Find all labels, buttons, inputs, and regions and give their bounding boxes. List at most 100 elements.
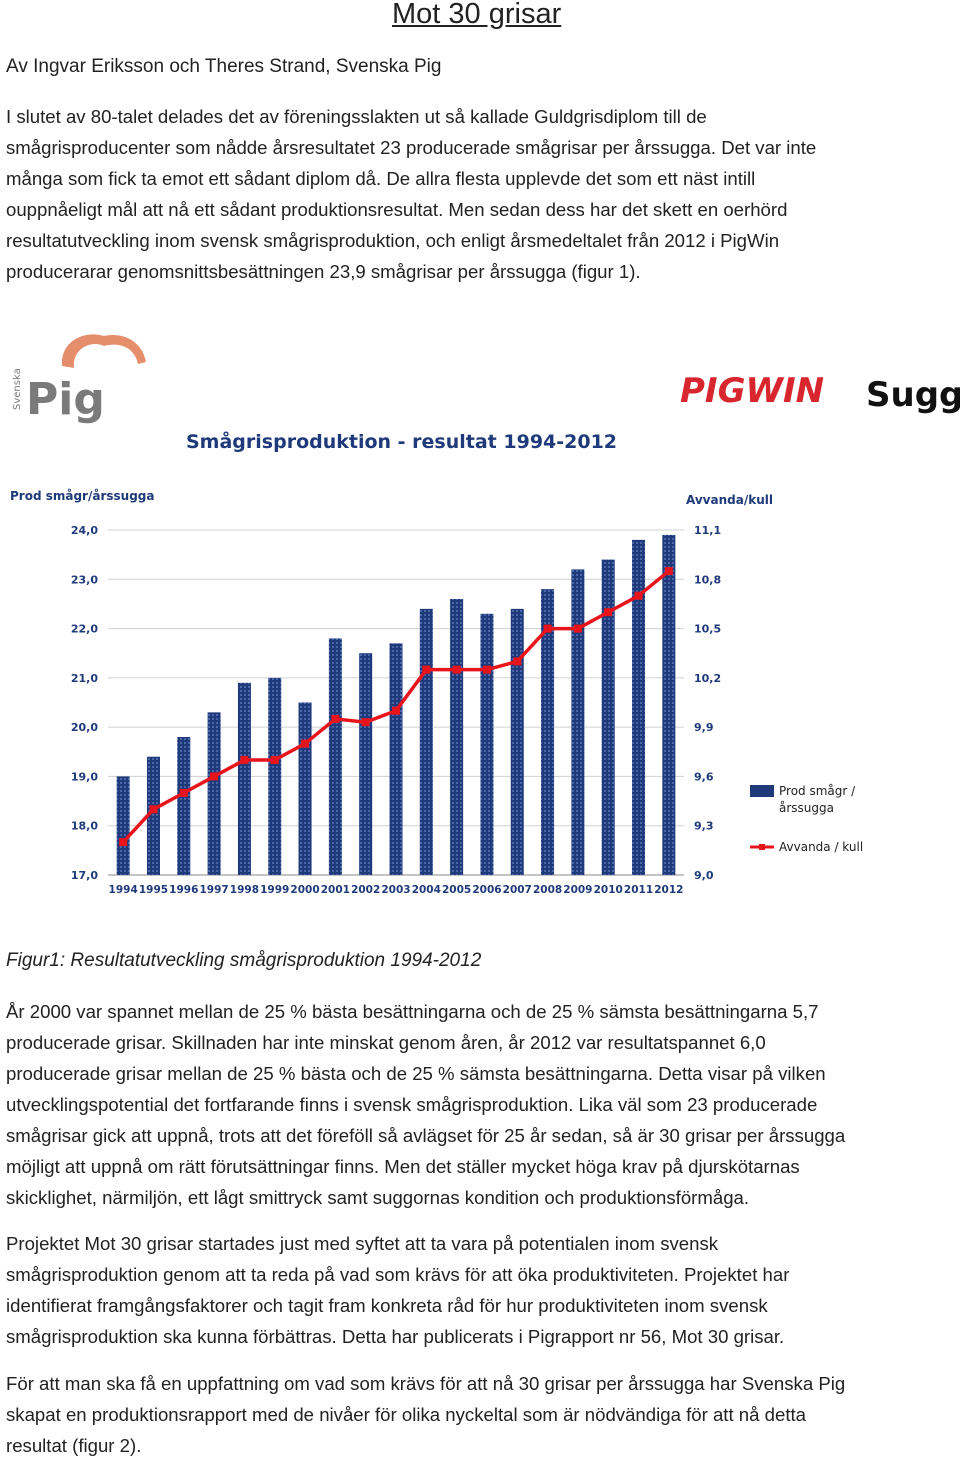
x-tick-label: 1996 xyxy=(169,884,198,896)
x-tick-label: 1997 xyxy=(199,884,228,896)
text-line: smågrisar gick att uppnå, trots att det … xyxy=(6,1125,846,1146)
x-tick-label: 1994 xyxy=(109,884,138,896)
y-tick-label: 22,0 xyxy=(71,623,98,636)
pigwin-logo: PIGWIN xyxy=(680,371,824,411)
paragraph-2: År 2000 var spannet mellan de 25 % bästa… xyxy=(6,996,960,1213)
y-tick-label: 24,0 xyxy=(71,524,98,537)
x-tick-label: 2001 xyxy=(321,884,350,896)
y2-tick-label: 10,5 xyxy=(694,623,721,636)
x-tick-label: 2004 xyxy=(412,884,441,896)
text-line: För att man ska få en uppfattning om vad… xyxy=(6,1373,846,1394)
line-point xyxy=(179,788,188,797)
legend-label: årssugga xyxy=(779,801,834,815)
x-tick-label: 1995 xyxy=(139,884,168,896)
text-line: producerade grisar. Skillnaden har inte … xyxy=(6,1032,766,1053)
legend-line-marker xyxy=(759,844,765,850)
text-line: Projektet Mot 30 grisar startades just m… xyxy=(6,1233,719,1254)
text-line: producerade grisar mellan de 25 % bästa … xyxy=(6,1063,826,1084)
paragraph-4: För att man ska få en uppfattning om vad… xyxy=(6,1368,956,1461)
line-point xyxy=(301,739,310,748)
x-tick-label: 2005 xyxy=(442,884,471,896)
line-point xyxy=(392,706,400,715)
line-point xyxy=(149,805,158,814)
text-line: smågrisproducenter som nådde årsresultat… xyxy=(6,137,817,158)
line-point xyxy=(210,772,219,781)
bar xyxy=(328,638,342,875)
pig-outline-icon xyxy=(61,334,146,368)
line-point xyxy=(452,665,461,674)
line-point xyxy=(573,624,582,633)
y-tick-label: 20,0 xyxy=(71,721,98,734)
tick-labels: 17,0 18,0 19,0 20,0 21,0 22,0 23,0 24,0 9,0 9,3 9,… xyxy=(71,524,721,896)
text-line: skapat en produktionsrapport med de nivå… xyxy=(6,1404,806,1425)
logo-small-text: Svenska xyxy=(12,368,23,410)
y-tick-label: 17,0 xyxy=(71,869,98,882)
bar xyxy=(116,776,130,875)
x-tick-label: 2002 xyxy=(351,884,380,896)
document-title: Mot 30 grisar xyxy=(392,0,562,30)
bar xyxy=(207,712,221,875)
bar xyxy=(510,608,524,875)
bar xyxy=(480,613,494,875)
bar xyxy=(359,653,373,875)
bar xyxy=(237,682,251,875)
line-point xyxy=(513,657,522,666)
line-point xyxy=(119,838,128,847)
bar xyxy=(571,569,585,875)
x-tick-label: 2010 xyxy=(594,884,623,896)
legend-label: Prod smågr / xyxy=(779,784,856,798)
y2-tick-label: 11,1 xyxy=(694,524,721,537)
text-line: producerarar genomsnittsbesättningen 23,… xyxy=(6,261,641,282)
sugg-logo: Sugg xyxy=(866,375,960,415)
y-tick-label: 23,0 xyxy=(71,573,98,586)
bar xyxy=(389,643,403,875)
line-point xyxy=(240,756,249,764)
y2-axis-label: Avvanda/kull xyxy=(686,493,773,507)
line-point xyxy=(482,665,491,674)
bar xyxy=(632,539,646,875)
line-point xyxy=(270,756,279,764)
line-point xyxy=(543,624,552,633)
bar xyxy=(541,589,555,875)
line-point xyxy=(634,591,643,600)
bar xyxy=(601,559,615,875)
chart-title: Smågrisproduktion - resultat 1994-2012 xyxy=(186,429,617,453)
bar xyxy=(268,677,282,875)
text-line: utvecklingspotential det fortfarande fin… xyxy=(6,1094,818,1115)
logo-main-text: Pig xyxy=(26,374,105,425)
text-line: resultatutveckling inom svensk smågrispr… xyxy=(6,230,780,251)
chart: Svenska Pig PIGWIN Sugg Smågrisproduktio… xyxy=(10,334,960,896)
line-point xyxy=(604,608,613,617)
y2-tick-label: 9,3 xyxy=(694,820,714,833)
paragraph-3: Projektet Mot 30 grisar startades just m… xyxy=(6,1228,926,1352)
bar xyxy=(419,608,433,875)
y-tick-label: 19,0 xyxy=(71,770,98,783)
y2-tick-label: 9,6 xyxy=(694,770,714,783)
legend-bar-swatch xyxy=(750,785,774,797)
text-line: skicklighet, närmiljön, ett lågt smittry… xyxy=(6,1187,750,1208)
bar xyxy=(298,702,312,875)
bar xyxy=(177,737,191,875)
x-tick-label: 2003 xyxy=(381,884,410,896)
x-tick-label: 2009 xyxy=(563,884,592,896)
bar xyxy=(146,756,160,875)
x-tick-label: 2006 xyxy=(472,884,501,896)
y2-tick-label: 10,2 xyxy=(694,672,721,685)
text-line: resultat (figur 2). xyxy=(6,1435,142,1456)
y-tick-label: 21,0 xyxy=(71,672,98,685)
text-line: År 2000 var spannet mellan de 25 % bästa… xyxy=(6,1001,819,1022)
x-tick-label: 2008 xyxy=(533,884,562,896)
line-point xyxy=(361,718,370,727)
y-axis-label: Prod smågr/årssugga xyxy=(10,489,154,503)
figure-caption: Figur1: Resultatutveckling smågrisproduk… xyxy=(6,950,482,971)
bar-series xyxy=(116,534,676,875)
y-tick-label: 18,0 xyxy=(71,820,98,833)
text-line: I slutet av 80-talet delades det av före… xyxy=(6,106,707,127)
line-series xyxy=(119,567,673,847)
text-line: smågrisproduktion ska kunna förbättras. … xyxy=(6,1326,785,1347)
x-tick-label: 2007 xyxy=(503,884,532,896)
line-point xyxy=(422,665,431,674)
x-tick-label: 2012 xyxy=(654,884,683,896)
figure-1: Svenska Pig PIGWIN Sugg Smågrisproduktio… xyxy=(0,318,960,913)
legend: Prod smågr / årssugga Avvanda / kull xyxy=(750,784,863,854)
